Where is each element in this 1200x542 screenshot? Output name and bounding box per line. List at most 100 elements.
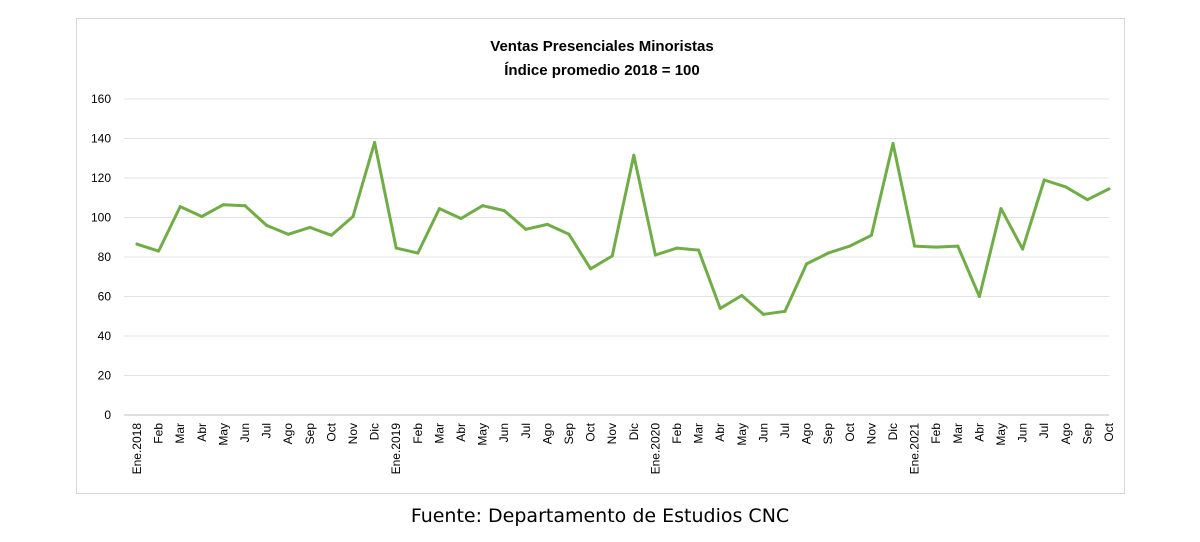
chart-frame: 0 20 40 60 80 100 120 140 160 Ene.2018 Feb Mar Abr M… [76, 18, 1125, 494]
data-point [308, 225, 312, 229]
x-tick-label: Jun [1016, 423, 1030, 442]
series-layer [135, 140, 1111, 316]
x-tick-label: Ago [800, 423, 814, 445]
data-point [135, 242, 139, 246]
x-tick-label: Feb [152, 423, 166, 444]
x-tick-label: May [216, 423, 230, 446]
data-point [740, 294, 744, 298]
x-tick-label: Oct [324, 422, 338, 441]
data-point [697, 248, 701, 252]
data-point [416, 251, 420, 255]
source-note: Fuente: Departamento de Estudios CNC [410, 505, 790, 527]
x-tick-label: May [735, 423, 749, 446]
x-tick-label: Sep [1080, 423, 1094, 445]
data-point [265, 223, 269, 227]
series-line [135, 140, 1111, 316]
x-tick-label: Sep [562, 423, 576, 445]
y-tick-label: 80 [98, 250, 112, 264]
x-tick-label: Jul [778, 423, 792, 438]
data-point [221, 203, 225, 207]
x-tick-label: Nov [864, 423, 878, 444]
data-point [632, 153, 636, 157]
chart-title: Ventas Presenciales Minoristas [490, 38, 713, 55]
data-point [653, 253, 657, 257]
data-point [157, 249, 161, 253]
x-tick-label: Mar [692, 423, 706, 444]
x-tick-label: Dic [627, 423, 641, 440]
data-point [610, 254, 614, 258]
data-point [459, 216, 463, 220]
x-tick-label: Ene.2018 [130, 423, 144, 475]
data-point [524, 227, 528, 231]
x-tick-label: Dic [368, 423, 382, 440]
line-chart: 0 20 40 60 80 100 120 140 160 Ene.2018 Feb Mar Abr M… [91, 38, 1116, 474]
data-point [329, 233, 333, 237]
data-point [481, 204, 485, 208]
data-point [956, 244, 960, 248]
x-tick-label: Ago [1059, 423, 1073, 445]
data-point [891, 141, 895, 145]
y-axis-ticks: 0 20 40 60 80 100 120 140 160 [91, 92, 111, 422]
y-tick-label: 100 [91, 211, 111, 225]
x-tick-label: Mar [432, 423, 446, 444]
y-tick-label: 120 [91, 171, 111, 185]
data-point [718, 306, 722, 310]
data-point [567, 232, 571, 236]
chart-subtitle: Índice promedio 2018 = 100 [504, 62, 700, 79]
data-point [913, 244, 917, 248]
data-point [999, 207, 1003, 211]
data-point [545, 222, 549, 226]
x-tick-label: May [994, 423, 1008, 446]
x-tick-label: Jul [260, 423, 274, 438]
x-tick-label: Jun [497, 423, 511, 442]
x-tick-label: Mar [951, 423, 965, 444]
x-axis-ticks: Ene.2018 Feb Mar Abr May Jun Jul Ago Sep Oct Nov Di… [130, 422, 1116, 474]
data-point [1042, 178, 1046, 182]
data-point [1021, 247, 1025, 251]
data-point [675, 246, 679, 250]
x-tick-label: Ago [281, 423, 295, 445]
data-point [373, 140, 377, 144]
x-tick-label: Abr [713, 423, 727, 442]
data-point [351, 215, 355, 219]
data-point [805, 262, 809, 266]
y-tick-label: 60 [98, 290, 112, 304]
x-tick-label: Jul [1037, 423, 1051, 438]
x-tick-label: Oct [1102, 422, 1116, 441]
x-tick-label: Ene.2019 [389, 423, 403, 475]
x-tick-label: Sep [303, 423, 317, 445]
data-point [826, 251, 830, 255]
x-tick-label: Abr [454, 423, 468, 442]
data-point [178, 205, 182, 209]
data-point [1085, 198, 1089, 202]
x-tick-label: Nov [346, 423, 360, 444]
x-tick-label: Feb [411, 423, 425, 444]
data-point [502, 209, 506, 213]
x-tick-label: Sep [821, 423, 835, 445]
data-point [934, 245, 938, 249]
x-tick-label: Ene.2020 [648, 423, 662, 475]
y-tick-label: 0 [104, 408, 111, 422]
x-tick-label: Oct [843, 422, 857, 441]
x-tick-label: Oct [584, 422, 598, 441]
data-point [243, 204, 247, 208]
x-tick-label: Ago [540, 423, 554, 445]
x-tick-label: Nov [605, 423, 619, 444]
x-tick-label: Mar [173, 423, 187, 444]
x-tick-label: Abr [195, 423, 209, 442]
x-tick-label: Feb [670, 423, 684, 444]
x-tick-label: Ene.2021 [908, 423, 922, 475]
data-point [783, 309, 787, 313]
data-point [869, 233, 873, 237]
data-point [1064, 185, 1068, 189]
x-tick-label: May [476, 423, 490, 446]
data-point [200, 215, 204, 219]
data-point [761, 312, 765, 316]
data-point [394, 246, 398, 250]
x-tick-label: Jun [756, 423, 770, 442]
data-point [848, 244, 852, 248]
y-tick-label: 160 [91, 92, 111, 106]
x-tick-label: Jun [238, 423, 252, 442]
data-point [589, 267, 593, 271]
y-tick-label: 140 [91, 132, 111, 146]
